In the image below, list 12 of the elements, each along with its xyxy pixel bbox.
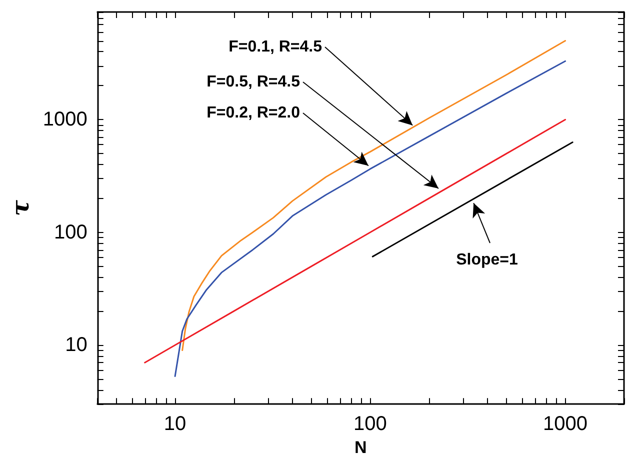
- annotation: Slope=1: [456, 252, 518, 268]
- annotation: F=0.2, R=2.0: [206, 104, 300, 122]
- x-tick-label: 1000: [543, 413, 588, 436]
- x-axis-title: N: [354, 438, 367, 457]
- x-tick-label: 100: [353, 413, 387, 436]
- x-tick-label: 10: [164, 413, 186, 436]
- annotation: F=0.5, R=4.5: [206, 74, 300, 90]
- y-tick-label: 1000: [42, 108, 88, 131]
- y-axis-title: τ: [6, 199, 34, 216]
- y-tick-label: 100: [54, 221, 88, 244]
- y-tick-label: 10: [65, 334, 88, 356]
- annotation: F=0.1, R=4.5: [228, 38, 322, 56]
